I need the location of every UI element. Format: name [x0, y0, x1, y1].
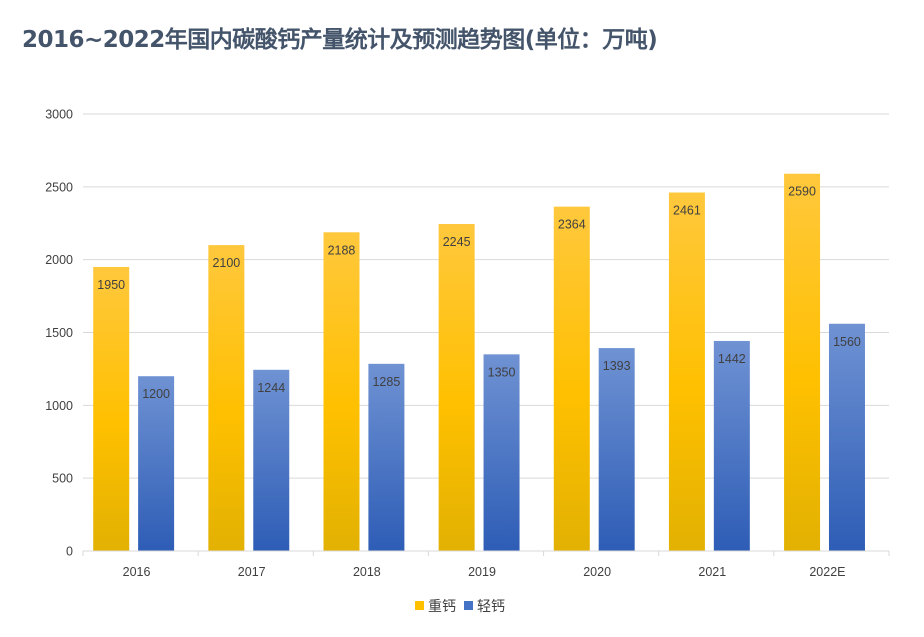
bar-light-calcium	[138, 376, 175, 551]
bar-value-label: 2590	[788, 185, 816, 199]
bar-heavy-calcium	[323, 232, 360, 552]
x-tick-label: 2020	[583, 565, 611, 579]
bar-heavy-calcium	[438, 223, 475, 551]
chart-title: 2016~2022年国内碳酸钙产量统计及预测趋势图(单位：万吨)	[22, 27, 658, 53]
bar-heavy-calcium	[208, 245, 245, 551]
bar-light-calcium	[253, 369, 290, 551]
y-tick-label: 0	[66, 545, 73, 559]
bar-light-calcium	[828, 323, 865, 551]
bar-heavy-calcium	[553, 206, 590, 552]
bar-value-label: 2100	[212, 256, 240, 270]
bar-value-label: 1200	[142, 387, 170, 401]
x-tick-label: 2016	[123, 565, 151, 579]
y-tick-label: 1500	[45, 326, 73, 340]
bar-heavy-calcium	[784, 173, 821, 551]
bar-light-calcium	[598, 348, 635, 551]
x-tick-label: 2018	[353, 565, 381, 579]
x-tick-label: 2022E	[809, 565, 845, 579]
y-tick-label: 1000	[45, 399, 73, 413]
x-tick-label: 2017	[238, 565, 266, 579]
legend-swatch	[415, 601, 424, 610]
legend-label: 轻钙	[477, 599, 505, 615]
bar-value-label: 1442	[718, 352, 746, 366]
bar-value-label: 2188	[328, 243, 356, 257]
bar-value-label: 1560	[833, 335, 861, 349]
bar-heavy-calcium	[93, 266, 130, 551]
y-tick-label: 500	[52, 472, 73, 486]
y-tick-label: 3000	[45, 108, 73, 122]
bar-value-label: 2245	[443, 235, 471, 249]
bar-heavy-calcium	[668, 192, 705, 551]
y-tick-label: 2000	[45, 253, 73, 267]
bar-value-label: 1393	[603, 359, 631, 373]
legend-swatch	[464, 601, 473, 610]
bar-value-label: 1244	[257, 381, 285, 395]
bar-value-label: 2364	[558, 218, 586, 232]
bar-light-calcium	[483, 354, 520, 551]
y-tick-label: 2500	[45, 180, 73, 194]
legend-label: 重钙	[428, 599, 456, 615]
bar-value-label: 2461	[673, 204, 701, 218]
bar-value-label: 1950	[97, 278, 125, 292]
x-tick-label: 2021	[698, 565, 726, 579]
bar-light-calcium	[713, 340, 750, 551]
bar-light-calcium	[368, 363, 405, 551]
x-tick-label: 2019	[468, 565, 496, 579]
bar-value-label: 1285	[372, 375, 400, 389]
bar-value-label: 1350	[488, 365, 516, 379]
